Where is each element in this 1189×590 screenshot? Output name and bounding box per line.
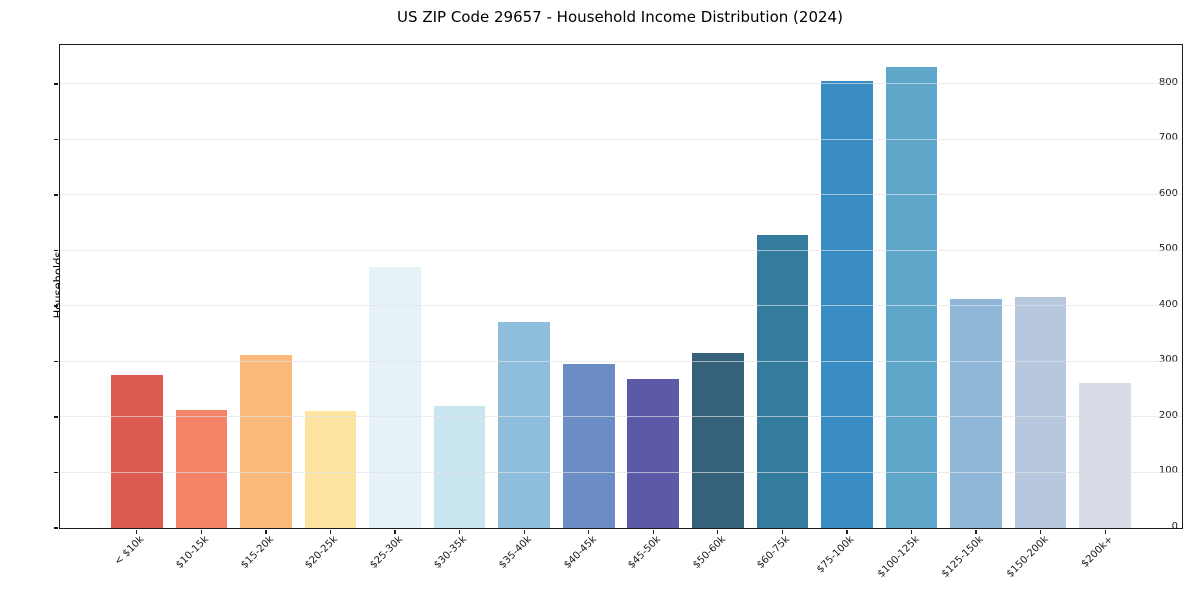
x-tick-label-13: $100-125k (875, 534, 922, 580)
y-tick-label-300: 300 (1158, 354, 1178, 366)
x-tick-mark (717, 529, 719, 534)
x-tick-mark (265, 529, 267, 534)
x-tick-mark (1104, 529, 1106, 534)
y-tick-mark (53, 527, 58, 529)
x-tick-mark (523, 529, 525, 534)
bar-200k+ (1079, 383, 1131, 528)
x-tick-label-16: $200k+ (1079, 534, 1115, 570)
gridline-y800 (60, 83, 1182, 85)
bar-10k (111, 374, 163, 528)
x-tick-label-6: $30-35k (432, 534, 470, 571)
bar-20-25k (304, 411, 357, 528)
bar-45-50k (627, 379, 680, 528)
gridline-y400 (60, 305, 1182, 307)
x-tick-mark (652, 529, 654, 534)
gridline-y600 (60, 194, 1182, 196)
x-tick-label-10: $50-60k (690, 534, 728, 571)
x-tick-label-5: $25-30k (367, 534, 405, 571)
x-tick-label-14: $125-150k (939, 534, 986, 580)
bar-125-150k (950, 298, 1002, 528)
x-tick-label-7: $35-40k (497, 534, 534, 571)
x-tick-mark (458, 529, 461, 534)
bar-150-200k (1014, 297, 1067, 528)
chart-title: US ZIP Code 29657 - Household Income Dis… (397, 8, 843, 26)
gridline-y700 (60, 138, 1182, 140)
y-tick-mark (53, 249, 58, 252)
y-tick-label-200: 200 (1158, 409, 1178, 421)
bar-15-20k (240, 354, 292, 528)
plot-area (53, 44, 1183, 534)
x-tick-label-8: $40-45k (561, 534, 599, 571)
x-tick-mark (200, 529, 203, 534)
x-tick-label-4: $20-25k (303, 534, 341, 571)
y-tick-mark (53, 471, 58, 474)
x-tick-label-15: $150-200k (1004, 534, 1051, 580)
bar-100-125k (885, 67, 938, 528)
y-tick-label-800: 800 (1158, 76, 1178, 88)
y-tick-mark (53, 305, 58, 307)
x-tick-mark (1039, 529, 1042, 534)
x-tick-mark (910, 529, 913, 534)
y-tick-mark (53, 83, 58, 85)
x-tick-mark (329, 529, 332, 534)
x-tick-mark (975, 529, 977, 534)
x-tick-mark (588, 529, 590, 534)
bar-35-40k (498, 322, 550, 528)
y-tick-label-700: 700 (1158, 132, 1178, 144)
y-tick-label-100: 100 (1158, 465, 1178, 477)
y-tick-label-0: 0 (1171, 521, 1178, 532)
gridline-y500 (60, 249, 1182, 251)
x-tick-label-1: < $10k (113, 534, 147, 568)
x-tick-label-9: $45-50k (626, 534, 664, 571)
bar-50-60k (692, 353, 744, 528)
y-tick-mark (53, 194, 58, 196)
y-tick-mark (53, 360, 58, 363)
gridline-y300 (60, 360, 1182, 362)
y-tick-label-500: 500 (1158, 243, 1178, 255)
bar-30-35k (433, 405, 486, 528)
x-tick-mark (846, 529, 848, 534)
y-tick-label-600: 600 (1158, 187, 1178, 199)
bar-25-30k (369, 267, 421, 528)
bar-60-75k (756, 234, 809, 528)
bar-75-100k (821, 81, 873, 528)
gridline-y200 (60, 416, 1182, 418)
x-tick-mark (394, 529, 396, 534)
x-tick-label-3: $15-20k (238, 534, 276, 571)
bar-10-15k (175, 409, 228, 528)
x-tick-mark (136, 529, 138, 534)
y-tick-mark (53, 138, 58, 141)
gridline-y100 (60, 471, 1182, 473)
x-tick-label-2: $10-15k (174, 534, 212, 571)
x-tick-label-12: $75-100k (815, 534, 857, 576)
x-tick-mark (781, 529, 784, 534)
y-tick-mark (53, 416, 58, 418)
bar-40-45k (562, 363, 615, 528)
y-tick-label-400: 400 (1158, 298, 1178, 310)
x-tick-label-11: $60-75k (755, 534, 793, 571)
